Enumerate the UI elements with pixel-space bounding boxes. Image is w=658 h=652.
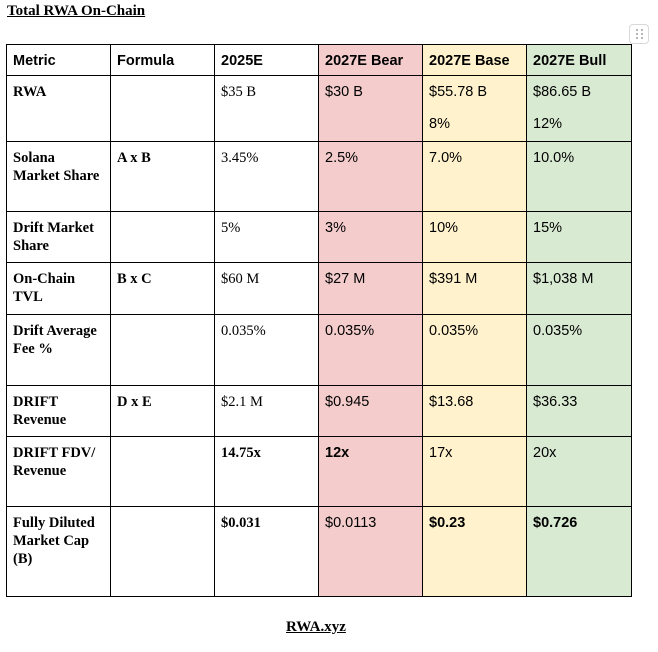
- value-2025e: $35 B: [214, 75, 319, 142]
- value-base: $13.68: [422, 385, 527, 437]
- value-2025e: 14.75x: [214, 436, 319, 507]
- formula-cell: [110, 211, 215, 263]
- value-bear: $30 B: [318, 75, 423, 142]
- header-2027e-bull: 2027E Bull: [526, 44, 632, 76]
- table-row: DRIFT FDV/Revenue 14.75x 12x 17x 20x: [6, 436, 632, 507]
- value-2025e: $60 M: [214, 262, 319, 315]
- value-bear: $27 M: [318, 262, 423, 315]
- value-bear: 12x: [318, 436, 423, 507]
- header-2027e-base: 2027E Base: [422, 44, 527, 76]
- value-base: $391 M: [422, 262, 527, 315]
- value-bull: $86.65 B: [533, 84, 592, 100]
- formula-cell: A x B: [110, 141, 215, 212]
- value-bull: 20x: [526, 436, 632, 507]
- source-link[interactable]: RWA.xyz: [286, 619, 346, 635]
- value-bull: 15%: [526, 211, 632, 263]
- growth-bull: 12%: [533, 116, 563, 132]
- value-2025e: $2.1 M: [214, 385, 319, 437]
- value-bear: 0.035%: [318, 314, 423, 386]
- table-row: Solana Market Share A x B 3.45% 2.5% 7.0…: [6, 141, 632, 212]
- formula-cell: [110, 506, 215, 597]
- metric-cell: DRIFT FDV/Revenue: [6, 436, 111, 507]
- page-title: Total RWA On-Chain: [7, 3, 146, 19]
- metric-cell: Drift Average Fee %: [6, 314, 111, 386]
- value-base: 7.0%: [422, 141, 527, 212]
- value-2025e: $0.031: [214, 506, 319, 597]
- header-metric: Metric: [6, 44, 111, 76]
- formula-cell: [110, 436, 215, 507]
- value-bear: 2.5%: [318, 141, 423, 212]
- growth-base: 8%: [429, 116, 450, 132]
- table-row: Drift Average Fee % 0.035% 0.035% 0.035%…: [6, 314, 632, 386]
- formula-cell: D x E: [110, 385, 215, 437]
- metric-cell: RWA: [6, 75, 111, 142]
- value-base: 10%: [422, 211, 527, 263]
- rwa-projection-table: Metric Formula 2025E 2027E Bear 2027E Ba…: [6, 44, 632, 597]
- metric-cell: Drift Market Share: [6, 211, 111, 263]
- metric-cell: Fully Diluted Market Cap (B): [6, 506, 111, 597]
- value-2025e: 0.035%: [214, 314, 319, 386]
- header-2027e-bear: 2027E Bear: [318, 44, 423, 76]
- value-bull: 10.0%: [526, 141, 632, 212]
- value-bull: $36.33: [526, 385, 632, 437]
- header-formula: Formula: [110, 44, 215, 76]
- value-base: 0.035%: [422, 314, 527, 386]
- formula-cell: [110, 75, 215, 142]
- metric-cell: Solana Market Share: [6, 141, 111, 212]
- value-base: $55.78 B: [429, 84, 488, 100]
- metric-cell: On-Chain TVL: [6, 262, 111, 315]
- value-bear: $0.0113: [318, 506, 423, 597]
- table-row: DRIFT Revenue D x E $2.1 M $0.945 $13.68…: [6, 385, 632, 437]
- table-row: On-Chain TVL B x C $60 M $27 M $391 M $1…: [6, 262, 632, 315]
- formula-cell: [110, 314, 215, 386]
- value-2025e: 3.45%: [214, 141, 319, 212]
- value-bull-cell: $86.65 B 12%: [526, 75, 632, 142]
- value-bull: $0.726: [526, 506, 632, 597]
- table-row: RWA $35 B $30 B $55.78 B 8% $86.65 B 12%: [6, 75, 632, 142]
- value-base: $0.23: [422, 506, 527, 597]
- formula-cell: B x C: [110, 262, 215, 315]
- table-header-row: Metric Formula 2025E 2027E Bear 2027E Ba…: [6, 44, 632, 76]
- metric-cell: DRIFT Revenue: [6, 385, 111, 437]
- drag-handle-icon[interactable]: [629, 24, 649, 44]
- value-bear: $0.945: [318, 385, 423, 437]
- value-base: 17x: [422, 436, 527, 507]
- value-bull: 0.035%: [526, 314, 632, 386]
- table-row: Fully Diluted Market Cap (B) $0.031 $0.0…: [6, 506, 632, 597]
- value-2025e: 5%: [214, 211, 319, 263]
- value-bull: $1,038 M: [526, 262, 632, 315]
- value-bear: 3%: [318, 211, 423, 263]
- value-base-cell: $55.78 B 8%: [422, 75, 527, 142]
- header-2025e: 2025E: [214, 44, 319, 76]
- table-row: Drift Market Share 5% 3% 10% 15%: [6, 211, 632, 263]
